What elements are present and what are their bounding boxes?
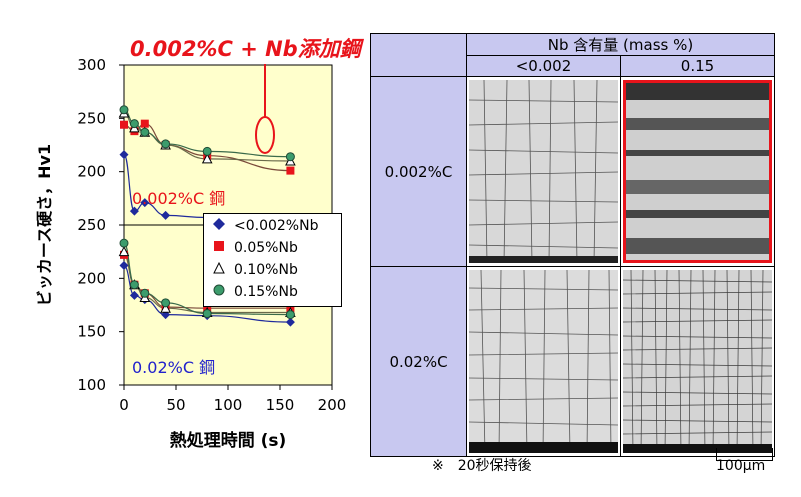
micrograph-cell bbox=[466, 266, 621, 457]
data-point bbox=[285, 317, 295, 327]
legend-label: 0.15%Nb bbox=[234, 284, 298, 300]
data-point bbox=[140, 127, 150, 137]
data-point bbox=[285, 152, 295, 162]
y-tick-label: 150 bbox=[77, 323, 106, 341]
data-point bbox=[119, 150, 129, 160]
legend-item: 0.05%Nb bbox=[210, 239, 298, 257]
data-point bbox=[129, 206, 139, 216]
x-tick-label: 100 bbox=[214, 396, 243, 414]
x-tick-label: 0 bbox=[119, 396, 129, 414]
diamond-marker-icon bbox=[210, 218, 228, 234]
y-tick-label: 100 bbox=[77, 376, 106, 394]
micrograph-image bbox=[469, 270, 618, 453]
square-marker-icon bbox=[210, 240, 228, 256]
legend: <0.002%Nb 0.05%Nb 0.10%Nb 0.15%Nb bbox=[203, 213, 342, 307]
y-tick-label: 250 bbox=[77, 109, 106, 127]
column-header: 0.15 bbox=[620, 55, 775, 77]
data-point bbox=[129, 290, 139, 300]
y-tick-label: 250 bbox=[77, 216, 106, 234]
legend-item: 0.10%Nb bbox=[210, 261, 298, 279]
data-point bbox=[119, 261, 129, 271]
y-tick-label: 200 bbox=[77, 269, 106, 287]
data-point bbox=[119, 105, 129, 115]
footnote: ※ 20秒保持後 bbox=[432, 458, 532, 474]
scale-bar bbox=[716, 448, 773, 461]
y-tick-label: 300 bbox=[77, 56, 106, 74]
row-label: 0.02%C bbox=[370, 266, 467, 457]
triangle-marker-icon bbox=[210, 261, 228, 278]
micrograph-image bbox=[469, 80, 618, 263]
micrograph-image bbox=[623, 270, 772, 453]
data-point bbox=[140, 119, 149, 128]
data-point bbox=[161, 139, 171, 149]
row-label: 0.002%C bbox=[370, 76, 467, 267]
x-tick-label: 200 bbox=[318, 396, 347, 414]
legend-label: 0.05%Nb bbox=[234, 240, 298, 256]
micrograph-table: Nb 含有量 (mass %) <0.002 0.15 0.002%C bbox=[370, 33, 775, 457]
table-header: Nb 含有量 (mass %) bbox=[466, 33, 775, 56]
x-axis-label: 熱処理時間 (s) bbox=[170, 430, 287, 451]
column-header: <0.002 bbox=[466, 55, 621, 77]
x-tick-label: 150 bbox=[266, 396, 295, 414]
data-point bbox=[202, 146, 212, 156]
legend-label: 0.10%Nb bbox=[234, 262, 298, 278]
bottom-panel-title: 0.02%C 鋼 bbox=[132, 358, 215, 377]
data-point bbox=[119, 238, 129, 248]
legend-item: 0.15%Nb bbox=[210, 283, 298, 301]
y-axis-label: ビッカース硬さ，Hv1 bbox=[35, 144, 54, 306]
table-corner bbox=[370, 33, 467, 77]
top-plot-area bbox=[123, 64, 333, 226]
data-point bbox=[202, 309, 212, 319]
micrograph-cell bbox=[466, 76, 621, 267]
micrograph-cell-highlighted bbox=[620, 76, 775, 267]
micrograph-image bbox=[623, 80, 772, 263]
y-tick-label: 200 bbox=[77, 163, 106, 181]
data-point bbox=[140, 288, 150, 298]
x-tick-label: 50 bbox=[166, 396, 185, 414]
data-point bbox=[129, 280, 139, 290]
data-point bbox=[120, 120, 128, 129]
legend-label: <0.002%Nb bbox=[234, 218, 319, 234]
annotation-title: 0.002%C + Nb添加鋼 bbox=[130, 37, 361, 61]
data-point bbox=[160, 302, 171, 313]
data-point bbox=[118, 246, 130, 257]
micrograph-cell bbox=[620, 266, 775, 457]
data-point bbox=[161, 298, 171, 308]
top-panel-title: 0.002%C 鋼 bbox=[132, 189, 225, 208]
data-point bbox=[129, 119, 139, 129]
scale-bar-label: 100μm bbox=[716, 458, 766, 474]
data-point bbox=[161, 210, 171, 220]
circle-marker-icon bbox=[210, 284, 228, 300]
data-point bbox=[286, 166, 295, 175]
data-point bbox=[201, 153, 213, 164]
data-point bbox=[140, 198, 150, 208]
data-point bbox=[285, 310, 295, 320]
legend-item: <0.002%Nb bbox=[210, 217, 318, 235]
